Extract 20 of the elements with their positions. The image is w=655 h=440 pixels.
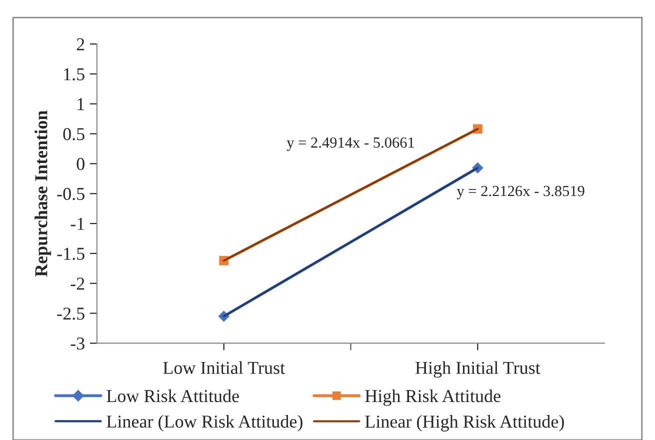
x-tick-label: High Initial Trust <box>415 361 540 378</box>
y-tick-label: -1.5 <box>57 248 84 260</box>
x-tick-label: Low Initial Trust <box>163 361 285 374</box>
y-tick-label: -2.5 <box>57 308 84 320</box>
y-tick-label: -0.5 <box>57 188 84 200</box>
y-tick-label: 0 <box>76 158 84 170</box>
y-tick-label: 0.5 <box>63 128 84 140</box>
y-tick-label: -1 <box>70 218 84 230</box>
legend-label: Low Risk Attitude <box>106 389 239 402</box>
legend-label: High Risk Attitude <box>365 389 500 406</box>
legend-label: Linear (Low Risk Attitude) <box>106 414 302 432</box>
y-tick-label: 2 <box>76 38 84 50</box>
y-tick-label: -3 <box>70 338 84 350</box>
y-axis-title: Repurchase Intention <box>34 110 51 277</box>
legend-label: Linear (High Risk Attitude) <box>365 415 564 432</box>
y-tick-label: 1.5 <box>64 68 84 80</box>
annotation: y = 2.4914x - 5.0661 <box>286 137 414 151</box>
y-tick-label: 1 <box>78 98 84 110</box>
annotation: y = 2.2126x - 3.8519 <box>456 186 584 200</box>
y-tick-label: -2 <box>70 278 84 290</box>
